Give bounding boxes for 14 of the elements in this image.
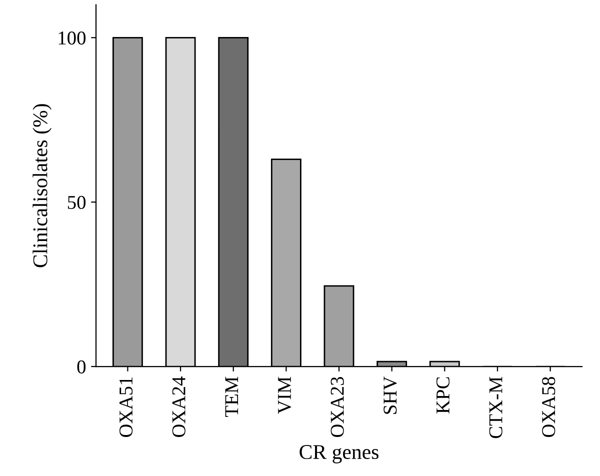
y-tick-label: 0 bbox=[77, 360, 86, 374]
x-tick-label: OXA58 bbox=[542, 376, 556, 438]
x-tick-label: OXA51 bbox=[119, 377, 133, 438]
x-tick-label: VIM bbox=[278, 376, 292, 414]
x-tick-label: OXA24 bbox=[172, 376, 186, 438]
x-axis-title: CR genes bbox=[300, 445, 378, 464]
x-tick-label: TEM bbox=[225, 376, 238, 417]
y-axis-title: Clinicalisolates (%) bbox=[32, 104, 52, 268]
y-tick-label: 100 bbox=[58, 31, 86, 45]
x-tick-label: KPC bbox=[436, 377, 450, 414]
x-tick-label: CTX-M bbox=[489, 376, 502, 438]
x-tick-label: OXA23 bbox=[330, 377, 344, 438]
x-tick-label: SHV bbox=[384, 376, 397, 414]
y-tick-label: 50 bbox=[68, 196, 86, 210]
